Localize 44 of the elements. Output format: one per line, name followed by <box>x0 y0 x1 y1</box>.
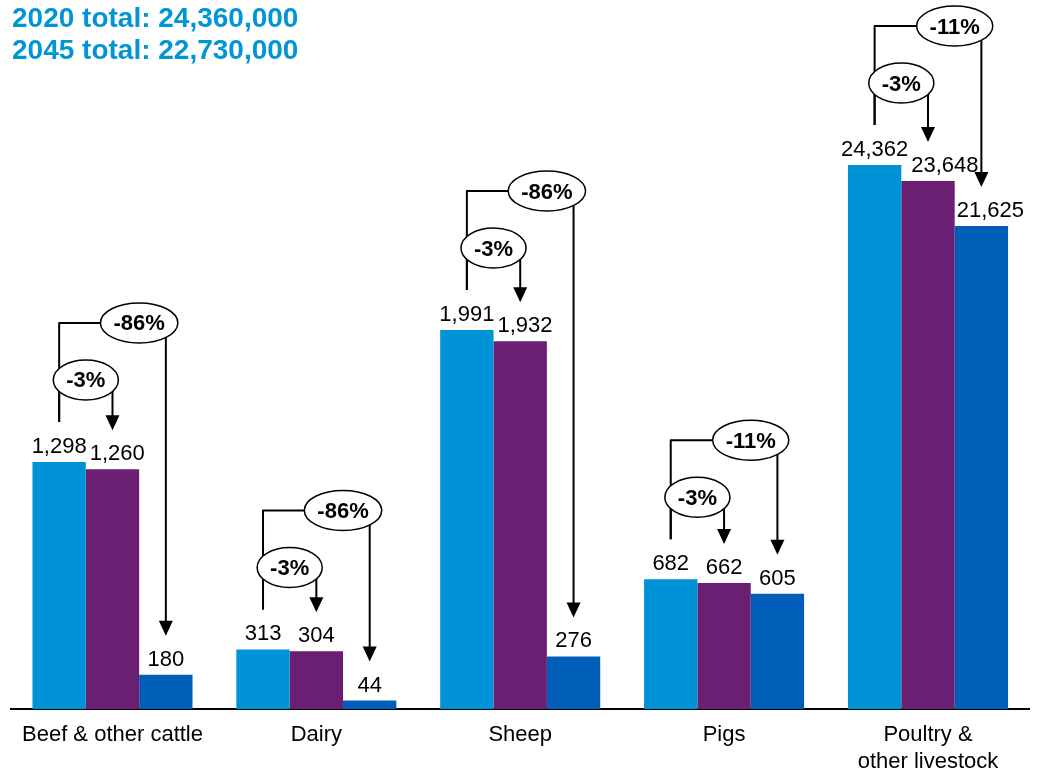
bar <box>85 469 140 709</box>
x-tick-label: Beef & other cattle <box>22 720 203 746</box>
text: -86% <box>521 178 573 204</box>
bar <box>32 461 86 709</box>
data-label: 276 <box>555 627 592 653</box>
bar <box>493 341 547 709</box>
bar <box>697 582 751 709</box>
annotation: -3% <box>270 554 310 580</box>
text: -3% <box>473 235 514 261</box>
bar <box>289 651 344 709</box>
annotation: -86% <box>317 497 369 523</box>
data-label: 304 <box>298 622 335 648</box>
chart-title: 2020 total: 24,360,000 <box>12 2 299 34</box>
annotation: -86% <box>113 310 165 336</box>
data-label: 23,648 <box>911 151 979 177</box>
data-label: 662 <box>705 553 743 579</box>
bar <box>750 593 805 709</box>
x-tick-label: Poultry & other livestock <box>857 720 1000 773</box>
x-tick-label: Pigs <box>702 720 746 746</box>
bar <box>546 656 601 709</box>
x-tick-label: Dairy <box>290 720 343 746</box>
text: -3% <box>881 70 921 96</box>
text: -11% <box>929 13 980 39</box>
bar <box>343 700 397 709</box>
chart-subtitle: 2045 total: 22,730,000 <box>12 34 299 66</box>
data-label: 1,260 <box>89 440 145 466</box>
annotation: -3% <box>66 367 106 393</box>
data-label: 24,362 <box>840 136 909 161</box>
data-label: 1,991 <box>439 301 495 326</box>
bar <box>440 330 494 709</box>
x-tick-label: Sheep <box>488 720 553 746</box>
bar <box>644 579 698 709</box>
data-label: 682 <box>652 550 690 576</box>
data-label: 605 <box>759 564 796 590</box>
annotation: -11% <box>725 427 776 453</box>
data-label: 1,932 <box>497 312 553 338</box>
data-label: 44 <box>357 671 382 697</box>
data-label: 21,625 <box>956 197 1024 223</box>
bar <box>139 674 193 709</box>
data-label: 1,298 <box>31 432 87 458</box>
data-label: 313 <box>244 620 282 646</box>
bar <box>236 649 290 709</box>
data-label: 180 <box>147 645 185 671</box>
annotation: -3% <box>677 484 717 510</box>
